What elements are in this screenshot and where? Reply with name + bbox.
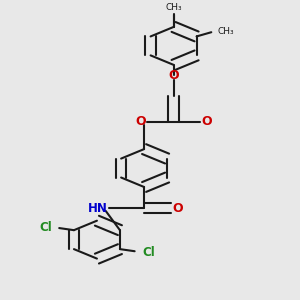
Text: Cl: Cl	[142, 246, 155, 259]
Text: Cl: Cl	[39, 220, 52, 233]
Text: CH₃: CH₃	[165, 3, 182, 12]
Text: O: O	[202, 115, 212, 128]
Text: O: O	[135, 115, 146, 128]
Text: CH₃: CH₃	[217, 27, 234, 36]
Text: HN: HN	[87, 202, 107, 214]
Text: O: O	[168, 69, 179, 82]
Text: O: O	[172, 202, 183, 214]
